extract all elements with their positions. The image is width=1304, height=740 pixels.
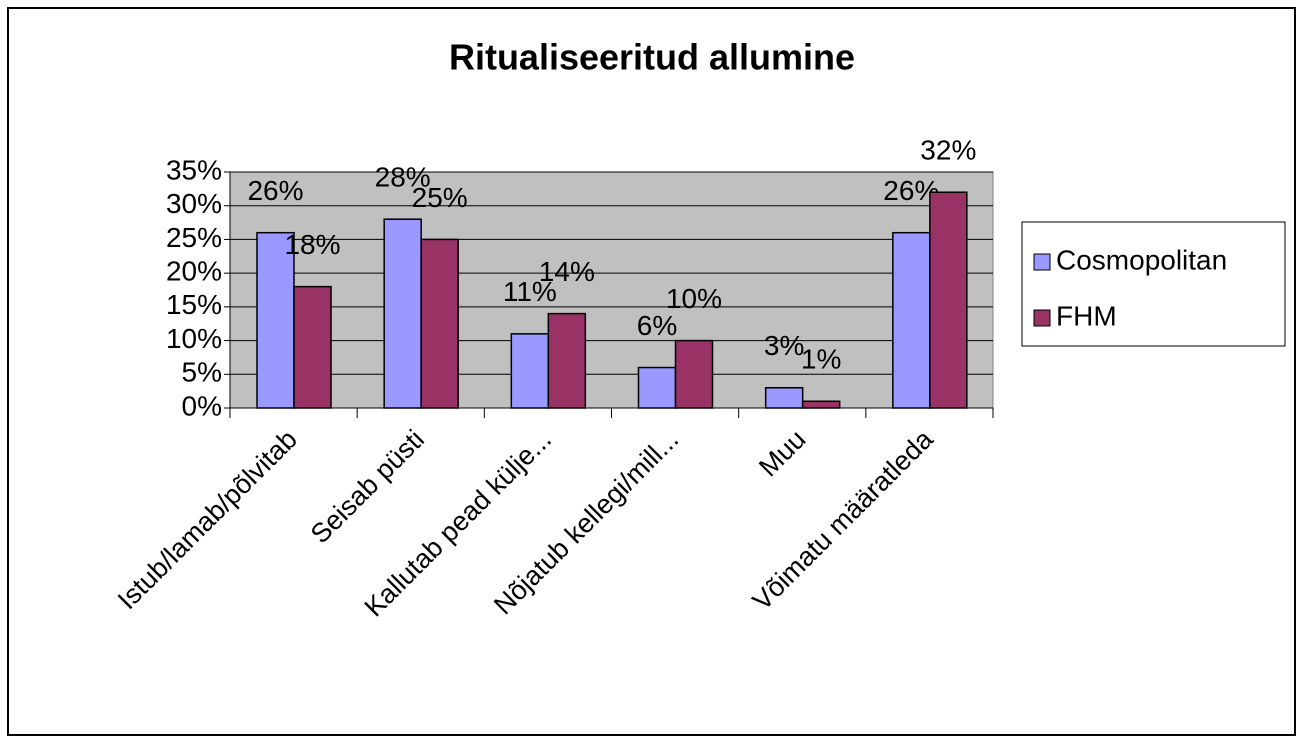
y-tick-label: 25% — [166, 222, 222, 253]
bar — [929, 191, 968, 409]
legend — [1021, 221, 1286, 347]
data-label: 10% — [666, 283, 722, 314]
bar — [547, 312, 587, 409]
data-label: 3% — [764, 330, 804, 361]
bar — [420, 238, 459, 409]
bar — [510, 333, 550, 409]
data-label: 25% — [412, 182, 468, 213]
data-label: 26% — [247, 175, 303, 206]
legend-swatch — [1033, 253, 1051, 271]
data-label: 28% — [375, 162, 431, 193]
bar — [293, 285, 332, 409]
y-tick-label: 35% — [166, 154, 222, 185]
chart-title: Ritualiseeritud allumine — [449, 37, 855, 78]
y-tick-label: 20% — [166, 256, 222, 287]
y-tick-label: 5% — [182, 357, 222, 388]
data-label: 14% — [539, 256, 595, 287]
data-label: 32% — [920, 135, 976, 166]
bar — [637, 366, 677, 409]
data-label: 6% — [637, 310, 677, 341]
y-tick-label: 15% — [166, 289, 222, 320]
data-label: 11% — [503, 276, 557, 307]
plot-area — [229, 171, 994, 409]
legend-label: FHM — [1056, 300, 1117, 331]
y-tick-label: 10% — [166, 323, 222, 354]
bar — [674, 339, 714, 409]
data-label: 1% — [801, 344, 841, 375]
bar — [801, 400, 841, 409]
y-tick-label: 30% — [166, 188, 222, 219]
bar — [892, 231, 931, 409]
legend-label: Cosmopolitan — [1056, 244, 1227, 275]
legend-swatch — [1033, 309, 1051, 327]
data-label: 18% — [284, 229, 340, 260]
bar — [383, 218, 422, 409]
bar — [256, 231, 295, 409]
y-tick-label: 0% — [182, 390, 222, 421]
bar — [764, 387, 804, 409]
